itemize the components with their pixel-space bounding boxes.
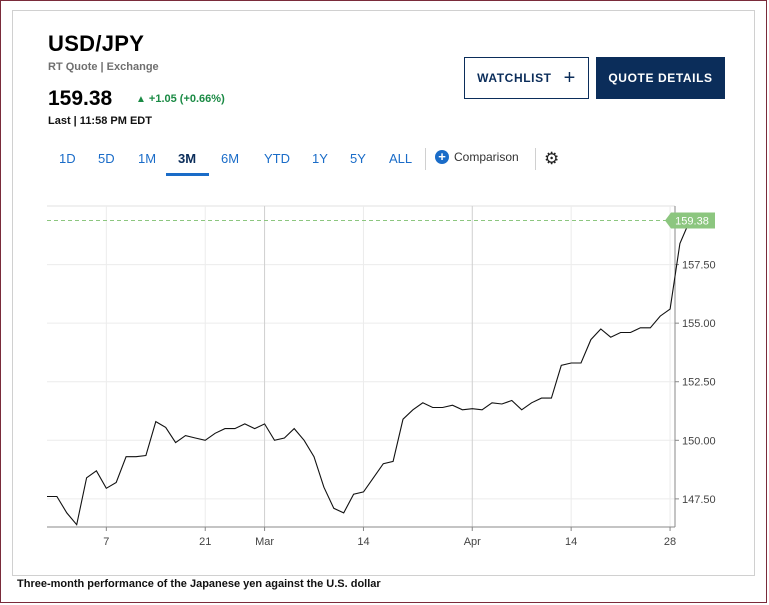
add-circle-icon: +: [435, 150, 449, 164]
active-range-underline: [166, 173, 209, 176]
quote-details-button[interactable]: QUOTE DETAILS: [596, 57, 725, 99]
range-1y[interactable]: 1Y: [312, 151, 328, 166]
range-5y[interactable]: 5Y: [350, 151, 366, 166]
last-price-tag: [665, 212, 715, 229]
divider: [535, 148, 536, 170]
y-tick-label: 155.00: [682, 318, 716, 330]
last-update-time: Last | 11:58 PM EDT: [48, 115, 152, 127]
watchlist-button[interactable]: WATCHLIST +: [464, 57, 589, 99]
gear-icon[interactable]: ⚙: [544, 149, 560, 168]
chart-caption: Three-month performance of the Japanese …: [17, 578, 381, 590]
symbol-title: USD/JPY: [48, 31, 145, 56]
quote-type-label: RT Quote | Exchange: [48, 61, 159, 73]
last-price: 159.38: [48, 87, 113, 110]
comparison-label: Comparison: [454, 150, 519, 164]
range-5d[interactable]: 5D: [98, 151, 115, 166]
range-3m[interactable]: 3M: [178, 151, 197, 166]
y-tick-label: 150.00: [682, 435, 716, 447]
price-series-line: [47, 220, 691, 526]
x-tick-label: Mar: [255, 536, 274, 548]
quote-card: [12, 10, 755, 576]
x-tick-label: 28: [664, 536, 676, 548]
price-change-text: +1.05 (+0.66%): [148, 93, 225, 105]
range-1m[interactable]: 1M: [138, 151, 157, 166]
range-1d[interactable]: 1D: [59, 151, 76, 166]
x-tick-label: 7: [103, 536, 109, 548]
range-selector: 1D 5D 1M 3M 6M YTD 1Y 5Y ALL: [0, 146, 760, 176]
last-price-tag-label: 159.38: [675, 216, 709, 228]
divider: [425, 148, 426, 170]
x-tick-label: 14: [565, 536, 577, 548]
price-change: ▲ +1.05 (+0.66%): [136, 93, 225, 105]
plus-icon: +: [563, 67, 576, 89]
x-tick-label: 21: [199, 536, 211, 548]
range-6m[interactable]: 6M: [221, 151, 240, 166]
quote-details-label: QUOTE DETAILS: [608, 71, 713, 85]
y-tick-label: 147.50: [682, 494, 716, 506]
range-all[interactable]: ALL: [389, 151, 413, 166]
comparison-button[interactable]: + Comparison: [435, 150, 519, 164]
x-tick-label: Apr: [464, 536, 481, 548]
up-triangle-icon: ▲: [136, 94, 146, 105]
y-tick-label: 157.50: [682, 260, 716, 272]
y-tick-label: 152.50: [682, 377, 716, 389]
range-ytd[interactable]: YTD: [264, 151, 290, 166]
watchlist-label: WATCHLIST: [477, 71, 552, 85]
x-tick-label: 14: [357, 536, 369, 548]
